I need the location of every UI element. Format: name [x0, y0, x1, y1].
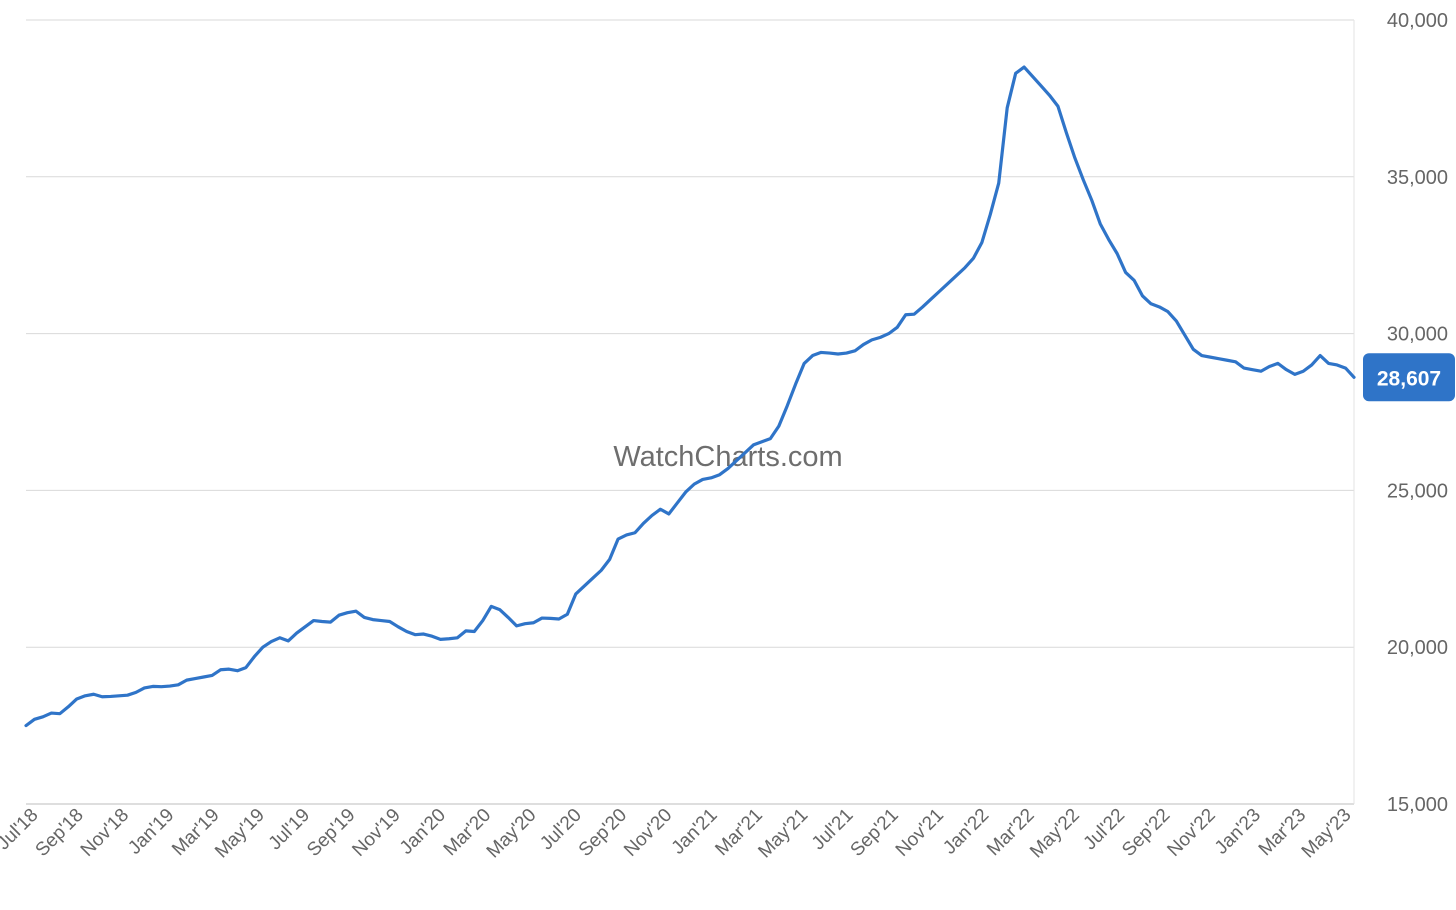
x-tick-label: Jan'23 [1211, 805, 1265, 859]
y-tick-label: 25,000 [1387, 480, 1448, 502]
x-tick-label: Jan'19 [124, 805, 178, 859]
y-axis-ticks: 15,000 20,000 25,000 30,000 35,000 40,000 [1387, 10, 1448, 816]
grid-lines [26, 19, 1355, 805]
last-value-badge: 28,607 [1363, 353, 1455, 402]
x-tick-label: Jan'21 [668, 805, 722, 859]
x-tick-label: May'19 [211, 805, 269, 863]
last-value-label: 28,607 [1377, 367, 1441, 390]
x-tick-label: Jan'22 [939, 805, 993, 859]
x-axis-ticks: Jul'18Sep'18Nov'18Jan'19Mar'19May'19Jul'… [0, 805, 1356, 863]
x-tick-label: Sep'18 [32, 805, 88, 861]
x-tick-label: May'21 [754, 805, 812, 863]
x-tick-label: May'23 [1298, 805, 1356, 863]
x-tick-label: Sep'21 [847, 805, 903, 861]
x-tick-label: Nov'22 [1163, 805, 1219, 861]
x-tick-label: May'22 [1026, 805, 1084, 863]
last-value-badge-bg [1363, 353, 1455, 402]
x-tick-label: Nov'20 [620, 805, 676, 861]
x-tick-label: Sep'19 [303, 805, 359, 861]
y-tick-label: 30,000 [1387, 324, 1448, 346]
y-tick-label: 20,000 [1387, 637, 1448, 659]
x-tick-label: Sep'22 [1118, 805, 1174, 861]
y-tick-label: 40,000 [1387, 10, 1448, 32]
x-tick-label: Nov'21 [892, 805, 948, 861]
x-tick-label: May'20 [483, 805, 541, 863]
series-layer [24, 65, 1356, 728]
price-series-line [24, 65, 1356, 728]
y-tick-label: 15,000 [1387, 794, 1448, 816]
x-tick-label: Jan'20 [396, 805, 450, 859]
x-tick-label: Nov'18 [77, 805, 133, 861]
x-tick-label: Nov'19 [348, 805, 404, 861]
y-tick-label: 35,000 [1387, 167, 1448, 189]
x-tick-label: Sep'20 [575, 805, 631, 861]
